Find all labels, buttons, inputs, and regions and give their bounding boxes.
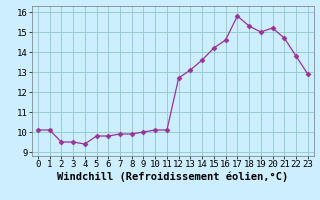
X-axis label: Windchill (Refroidissement éolien,°C): Windchill (Refroidissement éolien,°C) <box>57 172 288 182</box>
